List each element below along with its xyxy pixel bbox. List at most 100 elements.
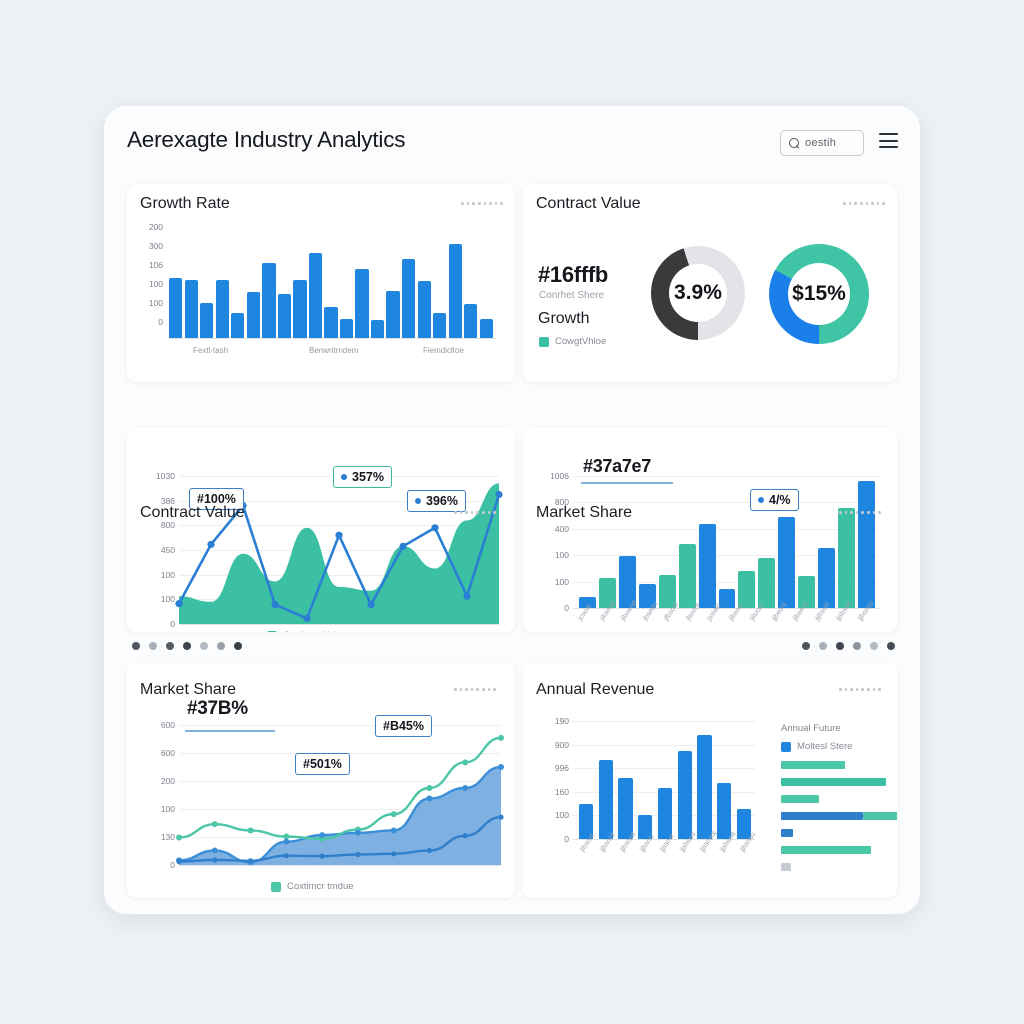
bar-growth-14	[386, 291, 400, 338]
bar-growth-16	[417, 280, 431, 338]
data-point	[462, 833, 468, 839]
pager-dot-4[interactable]	[200, 642, 208, 650]
x-axis-line	[573, 839, 755, 840]
bar-growth-5	[246, 292, 260, 338]
card-menu-market-share-bars[interactable]	[839, 511, 908, 514]
bar-growth-18	[448, 244, 462, 338]
side-bar-1	[781, 778, 886, 786]
pager-right[interactable]	[802, 642, 895, 650]
data-point	[176, 858, 182, 865]
data-point	[390, 811, 397, 818]
gridline	[179, 781, 501, 782]
y-axis-tick: 200	[160, 776, 175, 786]
data-point	[367, 600, 375, 609]
card-title-contract-value: Contract Value	[536, 195, 641, 212]
bar-market-12	[818, 547, 836, 608]
data-point	[355, 851, 361, 858]
bar-market-5	[678, 543, 696, 608]
bar-growth-15	[402, 258, 416, 338]
card-menu-annual-revenue[interactable]	[839, 688, 908, 691]
gridline	[573, 502, 879, 504]
hamburger-menu-icon[interactable]	[879, 133, 898, 148]
card-menu-contract-value-area[interactable]	[454, 511, 908, 514]
pager-dot-3[interactable]	[853, 642, 861, 650]
gridline	[573, 528, 879, 530]
tooltip-dot-icon	[415, 498, 421, 504]
card-menu-market-share-lines[interactable]	[454, 688, 908, 691]
card-menu-growth-rate[interactable]	[461, 202, 503, 205]
tooltip-label: 4/%	[769, 493, 791, 507]
pager-dot-2[interactable]	[166, 642, 174, 650]
y-axis-tick: 1006	[550, 471, 569, 481]
card-menu-contract-value[interactable]	[843, 202, 885, 205]
pager-dot-6[interactable]	[234, 642, 242, 650]
chart-svg	[175, 483, 503, 624]
dashboard-window: Aerexagte Industry Analytics oestih Grow…	[104, 106, 920, 914]
bar-market-13	[838, 508, 856, 608]
gridline	[179, 809, 501, 810]
bar-market-3	[638, 583, 656, 608]
data-point	[462, 759, 469, 766]
side-panel-legend: Moltesl Stere	[781, 741, 852, 752]
page-title: Aerexagte Industry Analytics	[127, 127, 406, 152]
card-growth-rate: Growth Rate 200 300 106 100 100 0 Fextl-tash Be…	[127, 184, 515, 382]
kpi-hex-sub: Conrhet Shere	[539, 290, 605, 301]
x-axis-line	[573, 608, 879, 609]
data-point	[426, 795, 433, 802]
y-axis-tick: 800	[160, 520, 175, 531]
pager-dot-4[interactable]	[870, 642, 878, 650]
bar-revenue-3	[638, 815, 653, 839]
gridline	[179, 574, 499, 576]
chart-market-share-bars: 1006 800 400 100 100 0 #37a7e7 4/% jcsoal jiksend…	[523, 428, 897, 632]
pager-dot-0[interactable]	[802, 642, 810, 650]
pager-dot-0[interactable]	[132, 642, 140, 650]
bar-growth-8	[293, 279, 307, 338]
gridline	[179, 525, 499, 527]
legend-swatch-icon	[267, 630, 277, 632]
search-input[interactable]: oestih	[780, 130, 864, 156]
tooltip-label: #100%	[197, 492, 236, 506]
pager-dot-2[interactable]	[836, 642, 844, 650]
bar-revenue-2	[618, 778, 633, 839]
bar-market-1	[598, 577, 616, 608]
y-axis-tick: 100	[554, 576, 569, 587]
data-point	[399, 542, 407, 550]
y-axis-tick: 600	[160, 720, 175, 730]
kpi-growth-label: Growth	[538, 310, 590, 327]
data-point	[211, 821, 218, 828]
y-axis-tick: 0	[564, 834, 569, 844]
bar-growth-2	[200, 302, 214, 338]
bar-growth-13	[370, 320, 385, 338]
data-point	[303, 614, 311, 623]
bar-market-14	[858, 480, 875, 608]
x-axis-tick: Fextl-tash	[193, 346, 229, 355]
y-axis-tick: 996	[554, 763, 569, 774]
pager-dot-1[interactable]	[819, 642, 827, 650]
data-point	[271, 600, 279, 609]
donut-hole: $15%	[788, 263, 850, 325]
market-share-lines-hex-label: #37B%	[187, 698, 248, 719]
data-point	[495, 490, 503, 499]
bar-growth-17	[433, 313, 447, 338]
tooltip-dot-icon	[758, 497, 764, 503]
app-header: Aerexagte Industry Analytics oestih	[104, 106, 920, 178]
x-axis-line	[169, 338, 497, 339]
bar-market-4	[658, 574, 676, 608]
gridline	[179, 550, 499, 551]
pager-left[interactable]	[132, 642, 242, 650]
gridline	[573, 476, 879, 477]
pager-dot-1[interactable]	[149, 642, 157, 650]
hex-underline	[185, 730, 275, 732]
gridline	[573, 768, 755, 770]
data-point	[426, 847, 433, 854]
pager-dot-3[interactable]	[183, 642, 191, 650]
data-point	[462, 785, 469, 791]
x-axis-tick: Fiemdicltoe	[423, 346, 464, 355]
tooltip-lines-1: #B45%	[375, 715, 432, 737]
pager-dot-5[interactable]	[217, 642, 225, 650]
donut-value-label: 3.9%	[674, 280, 722, 304]
pager-dot-5[interactable]	[887, 642, 895, 650]
data-point	[211, 847, 218, 854]
data-point	[212, 857, 218, 863]
bar-revenue-8	[736, 809, 751, 839]
